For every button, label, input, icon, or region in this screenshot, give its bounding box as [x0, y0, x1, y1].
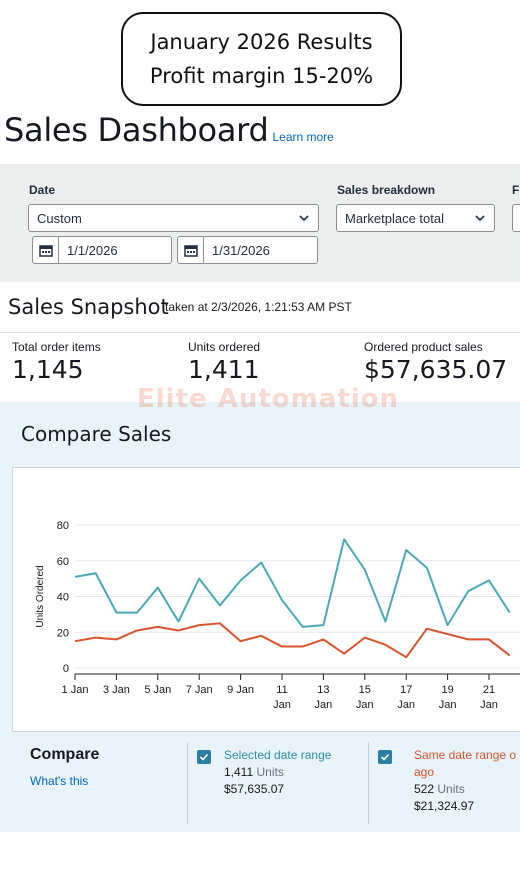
prior-range-sales: $21,324.97 — [414, 799, 475, 813]
x-tick-label-month: Jan — [439, 699, 457, 711]
start-date-input[interactable]: 1/1/2026 — [32, 236, 172, 264]
start-date-value: 1/1/2026 — [67, 242, 118, 258]
compare-sales-title: Compare Sales — [21, 422, 172, 446]
metric-units-ordered-value: 1,411 — [188, 355, 260, 384]
date-range-value: Custom — [37, 210, 82, 226]
metric-ordered-sales-label: Ordered product sales — [364, 340, 483, 354]
compare-legend-title: Compare — [30, 746, 100, 763]
callout-line-1: January 2026 Results — [150, 30, 373, 54]
x-tick-label: 15 — [359, 684, 371, 696]
end-date-input[interactable]: 1/31/2026 — [177, 236, 318, 264]
selected-range-name: Selected date range — [224, 748, 332, 762]
chevron-down-icon — [299, 215, 309, 222]
x-tick-label: 21 — [483, 684, 495, 696]
prior-range-name: Same date range o ago — [414, 747, 516, 781]
x-tick-label-month: Jan — [273, 699, 291, 711]
results-callout: January 2026 Results Profit margin 15-20… — [121, 12, 402, 106]
x-tick-label: 5 Jan — [144, 684, 171, 696]
prior-range-units: 522 Units — [414, 782, 465, 796]
prior-range-checkbox[interactable] — [378, 750, 392, 764]
third-filter-select[interactable] — [512, 204, 520, 232]
compare-sales-panel: Compare Sales 0 20 40 60 80 Units Ordered 1 Ja… — [0, 402, 520, 832]
whats-this-link[interactable]: What's this — [30, 774, 89, 788]
page-title: Sales Dashboard — [4, 111, 269, 149]
prior-range-line — [74, 622, 511, 659]
legend-divider — [187, 742, 188, 824]
filter-bar: Date Custom 1/1/2026 1/31/2026 Sales bre… — [0, 164, 520, 282]
chevron-down-icon — [475, 215, 485, 222]
x-tick-label: 9 Jan — [227, 684, 254, 696]
snapshot-timestamp: taken at 2/3/2026, 1:21:53 AM PST — [165, 300, 352, 314]
x-tick-label: 3 Jan — [103, 684, 130, 696]
chart-svg: 0 20 40 60 80 Units Ordered 1 Jan 3 Jan 5 Jan 7 J… — [35, 520, 520, 711]
x-tick-label: 11 — [276, 684, 287, 696]
date-range-select[interactable]: Custom — [28, 204, 319, 232]
y-tick-label: 40 — [57, 592, 69, 604]
y-tick-label: 20 — [57, 627, 69, 639]
selected-range-checkbox[interactable] — [197, 750, 211, 764]
x-tick-label: 13 — [317, 684, 329, 696]
prior-range-name-line2: ago — [414, 765, 435, 779]
units-ordered-chart: 0 20 40 60 80 Units Ordered 1 Jan 3 Jan 5 Jan 7 J… — [12, 467, 520, 732]
y-tick-label: 60 — [57, 556, 69, 568]
prior-range-units-value: 522 — [414, 782, 435, 796]
x-tick-label-month: Jan — [315, 699, 333, 711]
metric-ordered-sales-value: $57,635.07 — [364, 355, 508, 384]
metric-units-ordered-label: Units ordered — [188, 340, 261, 354]
legend-divider — [368, 742, 369, 824]
metric-total-order-items-value: 1,145 — [12, 355, 84, 384]
x-tick-label-month: Jan — [397, 699, 415, 711]
y-tick-label: 80 — [57, 520, 69, 532]
sales-breakdown-select[interactable]: Marketplace total — [336, 204, 495, 232]
prior-range-units-word: Units — [437, 782, 465, 796]
check-icon — [199, 753, 209, 761]
x-tick-label-month: Jan — [480, 699, 498, 711]
calendar-icon[interactable] — [33, 237, 59, 263]
selected-range-units: 1,411 Units — [224, 765, 284, 779]
metric-total-order-items-label: Total order items — [12, 340, 101, 354]
x-tick-label: 7 Jan — [186, 684, 213, 696]
date-label: Date — [29, 183, 56, 197]
calendar-icon[interactable] — [178, 237, 204, 263]
y-axis-label: Units Ordered — [35, 565, 46, 627]
x-tick-label: 19 — [441, 684, 453, 696]
snapshot-title: Sales Snapshot — [8, 295, 169, 319]
x-tick-label: 17 — [400, 684, 412, 696]
x-tick-label: 1 Jan — [62, 684, 89, 696]
sales-breakdown-value: Marketplace total — [345, 210, 444, 226]
x-tick-label-month: Jan — [356, 699, 374, 711]
page-header: Sales Dashboard Learn more — [4, 111, 334, 149]
sales-snapshot-header: Sales Snapshot taken at 2/3/2026, 1:21:5… — [0, 285, 520, 333]
check-icon — [380, 753, 390, 761]
selected-range-sales: $57,635.07 — [224, 782, 285, 796]
learn-more-link[interactable]: Learn more — [272, 130, 334, 144]
third-filter-label: F — [512, 183, 520, 197]
selected-range-units-word: Units — [256, 765, 284, 779]
y-tick-label: 0 — [63, 663, 69, 675]
selected-range-line — [74, 538, 511, 628]
watermark-logo: Elite Automation — [137, 384, 399, 414]
end-date-value: 1/31/2026 — [212, 242, 270, 258]
prior-range-name-line1: Same date range o — [414, 748, 517, 762]
callout-line-2: Profit margin 15-20% — [149, 64, 374, 88]
sales-breakdown-label: Sales breakdown — [337, 183, 436, 197]
selected-range-units-value: 1,411 — [224, 765, 254, 779]
